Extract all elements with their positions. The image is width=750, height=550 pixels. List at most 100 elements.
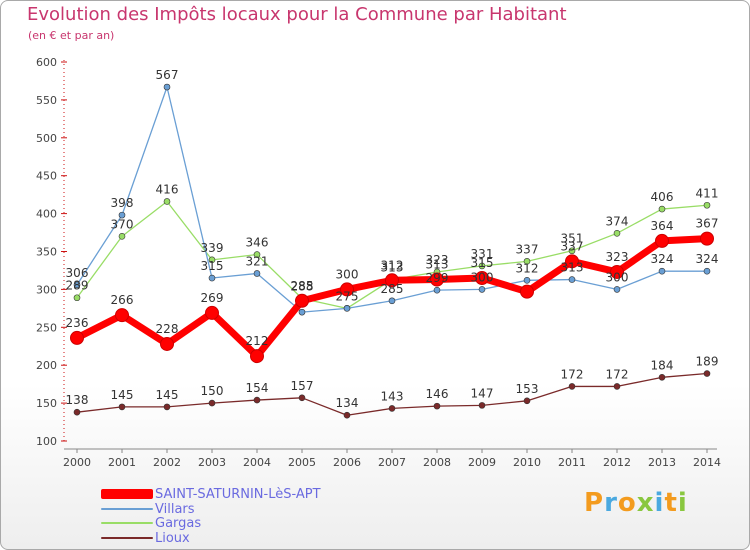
data-label: 299 — [426, 271, 449, 285]
data-label: 266 — [111, 293, 134, 307]
data-point — [298, 308, 306, 316]
data-label: 157 — [291, 379, 314, 393]
data-point — [523, 397, 531, 405]
data-point — [478, 262, 486, 270]
data-label: 138 — [66, 393, 89, 407]
data-point — [568, 276, 576, 283]
data-label: 269 — [201, 291, 224, 305]
legend-label-villars: Villars — [155, 501, 195, 517]
data-label: 567 — [156, 68, 179, 82]
data-label: 406 — [651, 190, 674, 204]
logo-letter: i — [654, 488, 665, 518]
x-tick-label: 2000 — [63, 456, 91, 469]
data-label: 324 — [696, 252, 719, 266]
data-point — [340, 282, 354, 297]
data-point — [73, 408, 81, 416]
data-point — [430, 272, 444, 287]
data-point — [163, 83, 171, 91]
x-tick-label: 2011 — [558, 456, 586, 469]
x-tick-label: 2005 — [288, 456, 316, 469]
data-label: 398 — [111, 196, 134, 210]
data-label: 172 — [561, 367, 584, 381]
data-label: 228 — [156, 322, 179, 336]
data-point — [700, 231, 714, 246]
y-tick-label: 150 — [36, 397, 57, 410]
legend-label-saint-saturnin: SAINT-SATURNIN-LèS-APT — [155, 486, 321, 502]
data-point — [568, 383, 576, 390]
data-point — [475, 271, 489, 286]
legend-item-gargas: Gargas — [101, 515, 202, 531]
data-label: 313 — [561, 261, 584, 275]
data-label: 285 — [381, 282, 404, 296]
data-label: 184 — [651, 358, 674, 372]
data-point — [385, 273, 399, 288]
data-point — [613, 383, 621, 390]
legend-swatch-gargas — [101, 522, 153, 524]
data-point — [208, 256, 216, 264]
data-label: 306 — [66, 266, 89, 280]
data-point — [118, 211, 126, 219]
data-point — [253, 270, 261, 277]
data-point — [613, 286, 621, 293]
axes: 100 150 200 250 300 350 400 450 500 550 600 2000 200… — [36, 56, 721, 469]
data-label: 312 — [516, 261, 539, 275]
data-label: 339 — [201, 241, 224, 255]
data-point — [73, 294, 81, 302]
data-label: 337 — [516, 242, 539, 256]
data-point — [388, 297, 396, 305]
data-label: 351 — [561, 232, 584, 246]
data-point — [520, 284, 534, 299]
data-point — [523, 258, 531, 265]
data-label: 321 — [246, 254, 269, 268]
logo-letter: x — [636, 488, 655, 518]
data-label: 346 — [246, 236, 269, 250]
data-label: 313 — [426, 258, 449, 272]
data-point — [655, 233, 669, 248]
data-point — [388, 405, 396, 412]
data-point — [565, 254, 579, 269]
legend-item-saint-saturnin: SAINT-SATURNIN-LèS-APT — [101, 486, 321, 502]
data-point — [118, 403, 126, 411]
logo-letter: o — [617, 488, 637, 518]
data-point — [478, 402, 486, 409]
data-label: 134 — [336, 396, 359, 410]
x-tick-label: 2006 — [333, 456, 361, 469]
legend-label-lioux: Lioux — [155, 530, 190, 546]
data-point — [295, 293, 309, 308]
x-tick-label: 2002 — [153, 456, 181, 469]
data-label: 416 — [156, 182, 179, 196]
logo-letter: P — [584, 488, 605, 518]
legend-item-villars: Villars — [101, 501, 195, 517]
data-label: 331 — [471, 247, 494, 261]
x-tick-label: 2010 — [513, 456, 541, 469]
data-point — [433, 286, 441, 294]
data-label: 300 — [336, 267, 359, 281]
data-label: 323 — [606, 250, 629, 264]
data-point — [250, 349, 264, 364]
y-tick-label: 600 — [36, 56, 57, 69]
data-label: 312 — [381, 258, 404, 272]
data-label: 145 — [156, 388, 179, 402]
data-point — [205, 305, 219, 320]
data-label: 323 — [426, 253, 449, 267]
data-point — [70, 330, 84, 345]
data-label: 150 — [201, 384, 224, 398]
y-tick-label: 450 — [36, 170, 57, 183]
legend-swatch-villars — [101, 508, 153, 510]
data-label: 313 — [381, 261, 404, 275]
data-label: 147 — [471, 386, 494, 400]
data-label: 364 — [651, 219, 674, 233]
x-tick-label: 2004 — [243, 456, 271, 469]
data-label: 411 — [696, 186, 719, 200]
data-point — [433, 402, 441, 410]
x-tick-label: 2014 — [693, 456, 721, 469]
legend-label-gargas: Gargas — [155, 515, 202, 531]
data-point — [613, 230, 621, 237]
x-tick-label: 2001 — [108, 456, 136, 469]
data-point — [73, 281, 81, 289]
data-point — [208, 274, 216, 282]
y-tick-label: 200 — [36, 359, 57, 372]
data-label: 315 — [201, 259, 224, 273]
data-point — [658, 374, 666, 381]
